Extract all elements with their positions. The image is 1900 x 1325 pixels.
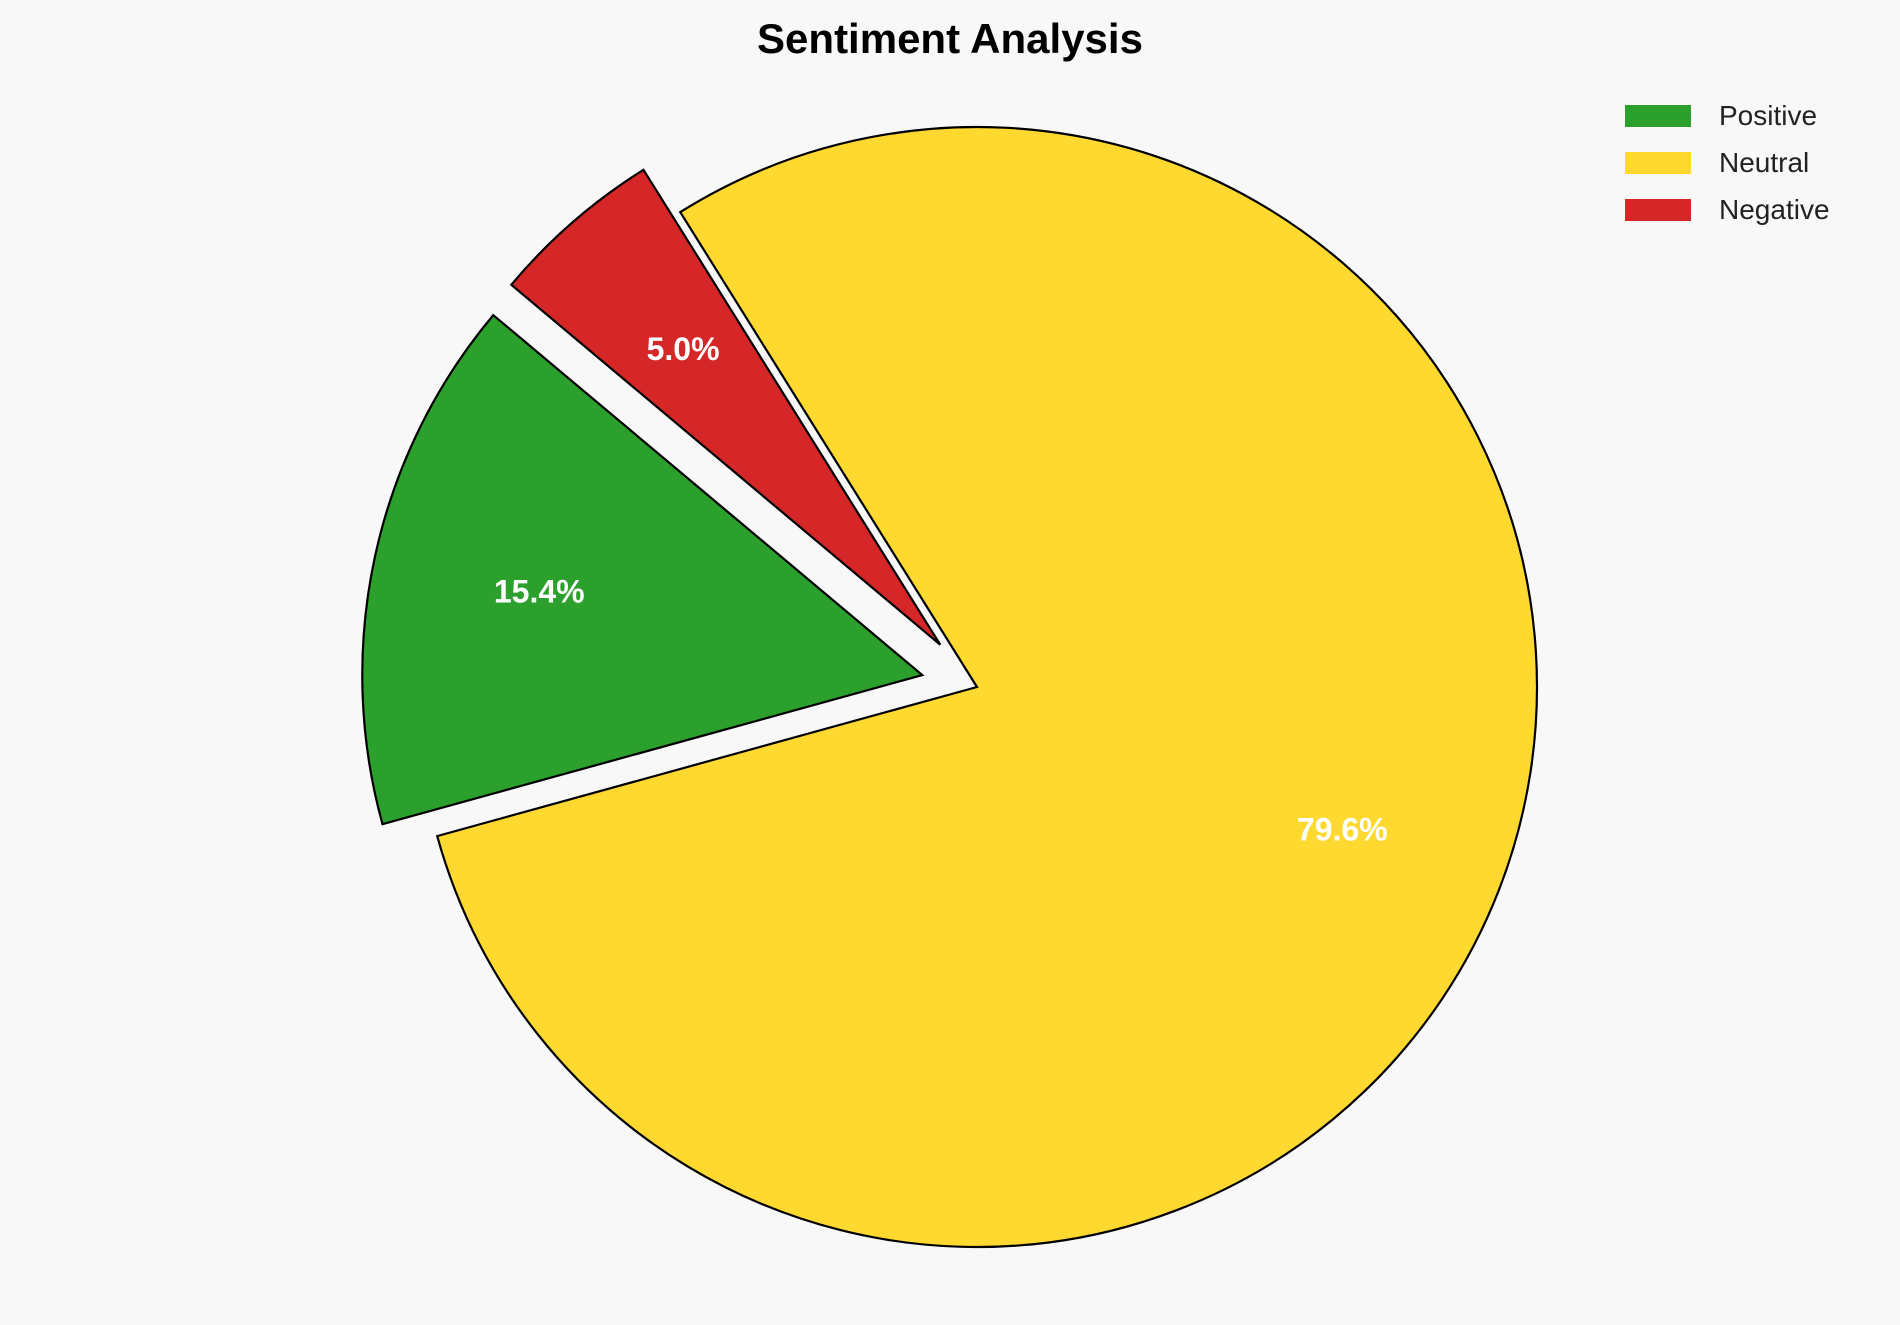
legend-swatch-neutral bbox=[1625, 152, 1691, 174]
legend-label-negative: Negative bbox=[1719, 194, 1830, 225]
slice-label-positive: 15.4% bbox=[494, 574, 585, 610]
chart-title: Sentiment Analysis bbox=[757, 15, 1143, 62]
legend-swatch-positive bbox=[1625, 105, 1691, 127]
slice-label-negative: 5.0% bbox=[647, 331, 720, 367]
legend-label-neutral: Neutral bbox=[1719, 147, 1809, 178]
legend: Positive Neutral Negative bbox=[1625, 100, 1830, 225]
pie-slice-positive bbox=[361, 313, 925, 826]
pie-slice-negative bbox=[509, 168, 942, 646]
legend-swatch-negative bbox=[1625, 199, 1691, 221]
legend-label-positive: Positive bbox=[1719, 100, 1817, 131]
pie-slice-neutral bbox=[435, 125, 1539, 1249]
slice-label-neutral: 79.6% bbox=[1297, 811, 1388, 847]
